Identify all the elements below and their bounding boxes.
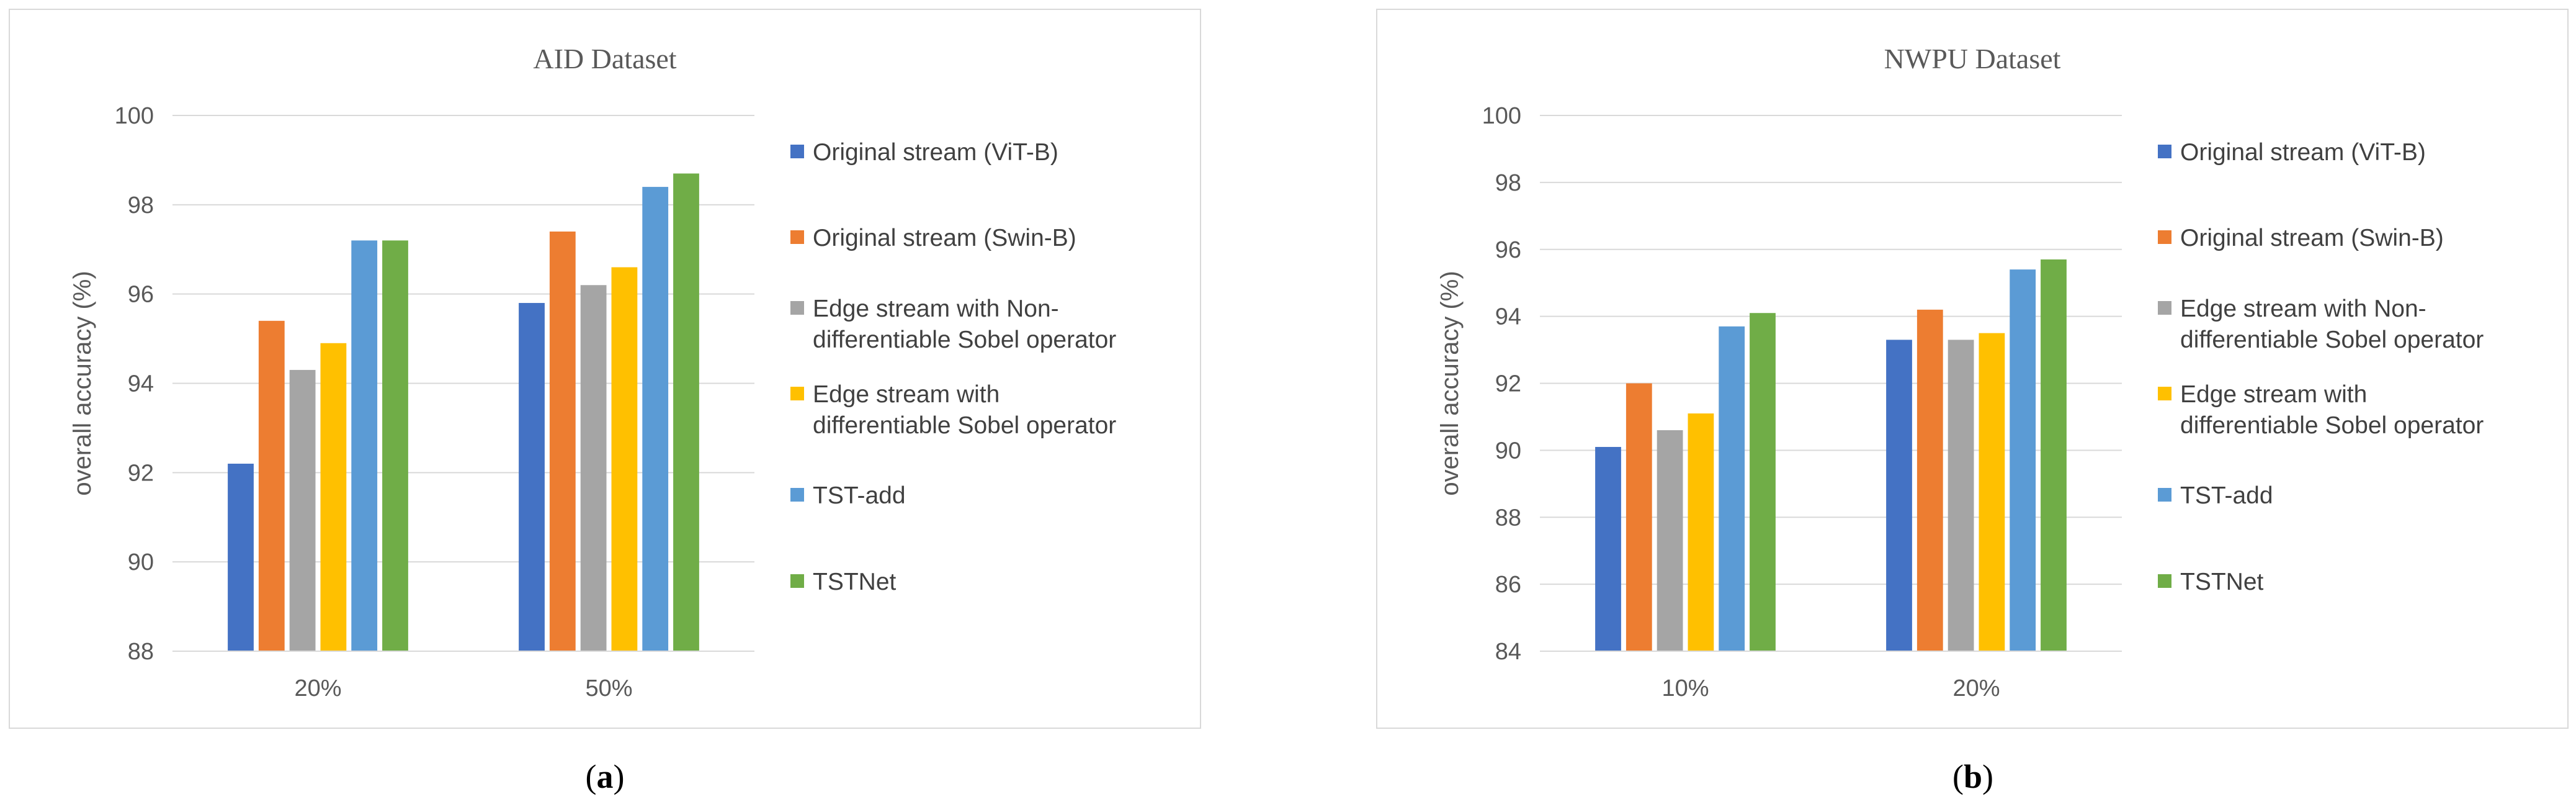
y-tick-label: 98 bbox=[128, 192, 154, 219]
y-tick-label: 86 bbox=[1495, 572, 1521, 598]
chart-area-nwpu: NWPU Dataset 84 86 88 90 92 94 96 98 100 overall … bbox=[1376, 9, 2569, 729]
legend-swatch bbox=[2158, 488, 2171, 502]
legend-swatch bbox=[2158, 300, 2171, 315]
chart-title-aid: AID Dataset bbox=[533, 43, 677, 74]
legend-item: Original stream (Swin-B) bbox=[790, 223, 1076, 254]
y-tick-label: 88 bbox=[1495, 505, 1521, 531]
bar bbox=[1626, 383, 1652, 651]
y-tick-label: 94 bbox=[128, 371, 154, 397]
legend-swatch bbox=[2158, 230, 2171, 245]
bar bbox=[642, 187, 669, 652]
legend-item: Edge stream with Non- differentiable Sob… bbox=[2158, 294, 2484, 356]
bar bbox=[1750, 313, 1776, 651]
legend-swatch bbox=[790, 230, 804, 245]
caption-a: (a) bbox=[585, 758, 625, 795]
legend-item: Edge stream with differentiable Sobel op… bbox=[790, 379, 1116, 441]
x-tick-label: 20% bbox=[294, 675, 341, 701]
legend-item: Edge stream with Non- differentiable Sob… bbox=[790, 294, 1116, 356]
bar bbox=[549, 231, 576, 651]
bar bbox=[1719, 326, 1745, 651]
x-tick-label: 50% bbox=[585, 675, 632, 701]
bar bbox=[258, 320, 285, 651]
legend-label: Edge stream with differentiable Sobel op… bbox=[2180, 381, 2484, 439]
legend-swatch bbox=[2158, 574, 2171, 588]
legend-label: TST-add bbox=[813, 482, 906, 510]
legend-swatch bbox=[790, 488, 804, 502]
y-tick-label: 96 bbox=[128, 282, 154, 308]
y-tick-label: 100 bbox=[1482, 103, 1521, 129]
bar bbox=[673, 173, 699, 651]
legend-label: Edge stream with Non- differentiable Sob… bbox=[2180, 295, 2484, 353]
legend-swatch bbox=[2158, 145, 2171, 158]
chart-title-nwpu: NWPU Dataset bbox=[1884, 43, 2061, 74]
bar bbox=[1657, 430, 1683, 651]
legend-label: TSTNet bbox=[813, 568, 897, 595]
legend-label: TSTNet bbox=[2180, 568, 2264, 595]
x-tick-label: 10% bbox=[1661, 675, 1709, 701]
caption-letter: b bbox=[1963, 758, 1983, 795]
x-tick-label: 20% bbox=[1952, 675, 2000, 701]
bar bbox=[2010, 269, 2036, 651]
y-tick-label: 94 bbox=[1495, 304, 1521, 330]
legend-aid: Original stream (ViT-B) Original stream (… bbox=[790, 137, 1187, 656]
y-tick-label: 84 bbox=[1495, 639, 1521, 665]
y-tick-label: 90 bbox=[128, 549, 154, 575]
bar bbox=[289, 369, 316, 651]
y-tick-label: 100 bbox=[115, 103, 154, 129]
legend-item: TST-add bbox=[790, 480, 906, 512]
legend-item: Edge stream with differentiable Sobel op… bbox=[2158, 379, 2484, 441]
legend-item: TSTNet bbox=[2158, 567, 2263, 598]
bar bbox=[382, 240, 408, 651]
legend-swatch bbox=[790, 300, 804, 315]
bar bbox=[320, 343, 347, 651]
plot-nwpu: 84 86 88 90 92 94 96 98 100 overall accuracy (%) 1… bbox=[1436, 103, 2122, 701]
legend-item: TST-add bbox=[2158, 480, 2273, 512]
bar bbox=[1688, 413, 1714, 651]
caption-b: (b) bbox=[1952, 758, 1994, 795]
legend-swatch bbox=[790, 387, 804, 400]
legend-swatch bbox=[790, 145, 804, 158]
legend-label: Original stream (ViT-B) bbox=[813, 139, 1058, 166]
bar bbox=[611, 267, 638, 651]
bar bbox=[1595, 446, 1621, 651]
legend-label: Original stream (ViT-B) bbox=[2180, 139, 2426, 166]
bar bbox=[1886, 340, 1912, 651]
legend-label: Edge stream with Non- differentiable Sob… bbox=[813, 295, 1117, 353]
y-tick-label: 88 bbox=[128, 639, 154, 665]
bar bbox=[519, 303, 545, 651]
y-tick-label: 98 bbox=[1495, 170, 1521, 196]
legend-item: Original stream (Swin-B) bbox=[2158, 223, 2444, 254]
legend-item: TSTNet bbox=[790, 567, 896, 598]
chart-area-aid: AID Dataset 88 90 92 94 96 98 100 overall accur… bbox=[9, 9, 1201, 729]
plot-aid: 88 90 92 94 96 98 100 overall accuracy (%) 20% 50… bbox=[69, 103, 754, 701]
bar bbox=[580, 285, 607, 651]
bar bbox=[1979, 333, 2005, 651]
legend-item: Original stream (ViT-B) bbox=[2158, 137, 2426, 168]
legend-swatch bbox=[790, 574, 804, 588]
legend-item: Original stream (ViT-B) bbox=[790, 137, 1058, 168]
y-tick-label: 92 bbox=[128, 460, 154, 486]
bar bbox=[1948, 340, 1974, 651]
y-tick-label: 96 bbox=[1495, 237, 1521, 263]
legend-nwpu: Original stream (ViT-B) Original stream (… bbox=[2158, 137, 2555, 656]
y-tick-label: 90 bbox=[1495, 438, 1521, 464]
legend-swatch bbox=[2158, 387, 2171, 400]
legend-label: Original stream (Swin-B) bbox=[2180, 225, 2444, 252]
legend-label: TST-add bbox=[2180, 482, 2273, 510]
y-tick-label: 92 bbox=[1495, 371, 1521, 397]
bar bbox=[228, 463, 254, 651]
y-axis-title: overall accuracy (%) bbox=[1436, 271, 1464, 495]
caption-letter: a bbox=[596, 758, 614, 795]
bar bbox=[351, 240, 378, 651]
legend-label: Original stream (Swin-B) bbox=[813, 225, 1076, 252]
legend-label: Edge stream with differentiable Sobel op… bbox=[813, 381, 1117, 439]
y-axis-title: overall accuracy (%) bbox=[69, 271, 96, 495]
bar bbox=[2041, 259, 2067, 651]
bar bbox=[1916, 309, 1943, 651]
